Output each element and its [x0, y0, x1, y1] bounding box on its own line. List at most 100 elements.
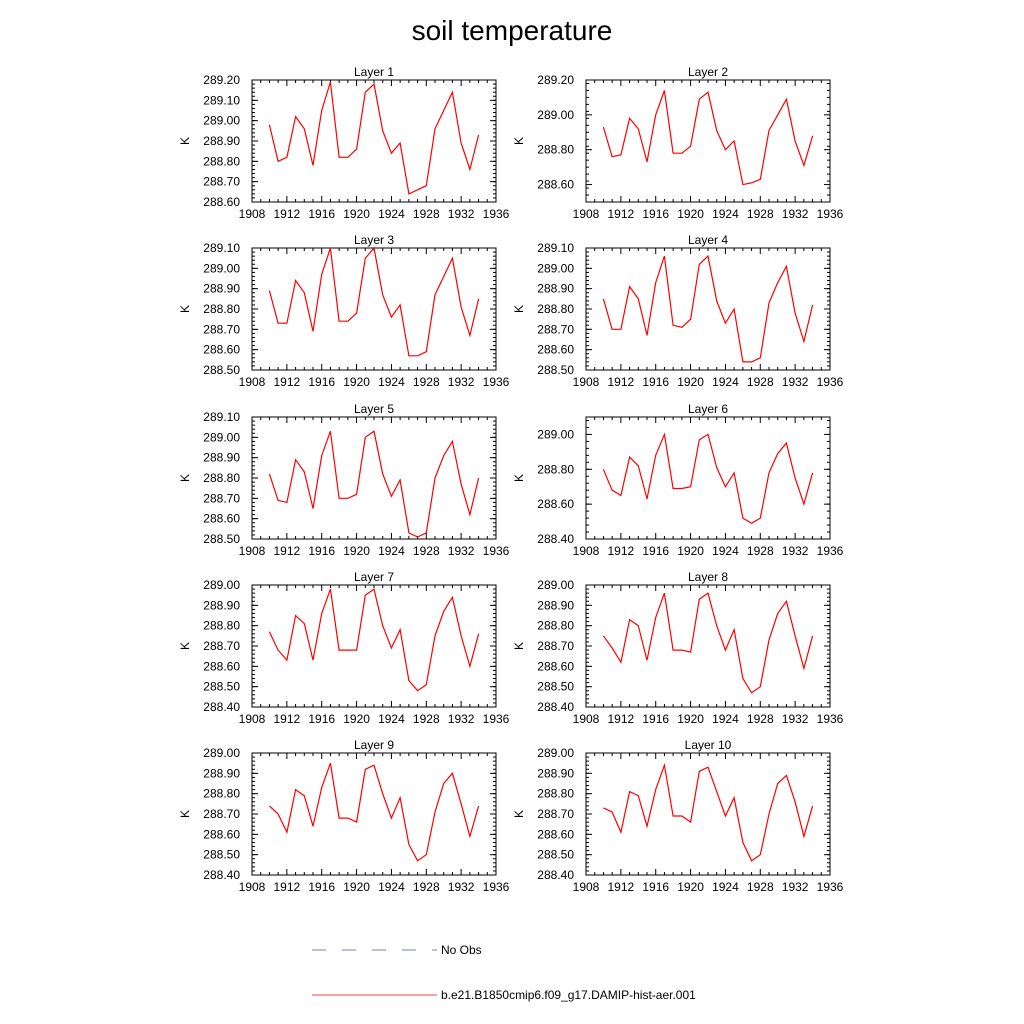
legend: No Obs b.e21.B1850cmip6.f09_g17.DAMIP-hi… [312, 943, 696, 1002]
x-tick-label: 1936 [817, 880, 844, 894]
y-tick-label: 289.00 [203, 261, 240, 275]
y-tick-label: 289.00 [537, 578, 574, 592]
y-tick-label: 288.60 [203, 512, 240, 526]
x-tick-label: 1920 [677, 544, 704, 558]
x-tick-label: 1908 [239, 207, 266, 221]
x-tick-label: 1928 [413, 544, 440, 558]
x-tick-label: 1916 [308, 544, 335, 558]
y-tick-label: 288.80 [537, 302, 574, 316]
y-tick-label: 288.70 [537, 639, 574, 653]
y-tick-label: 288.80 [203, 302, 240, 316]
panel-layer-7: Layer 7 K 1908 1912 1916 1920 1924 1928 1932 1936… [178, 570, 510, 726]
x-tick-label: 1916 [642, 544, 669, 558]
y-tick-label: 288.80 [537, 787, 574, 801]
y-tick-label: 288.70 [537, 807, 574, 821]
x-tick-label: 1912 [274, 207, 301, 221]
x-tick-label: 1936 [817, 712, 844, 726]
y-tick-label: 288.60 [203, 343, 240, 357]
panel-title: Layer 1 [354, 65, 394, 79]
x-tick-label: 1932 [782, 544, 809, 558]
x-tick-label: 1936 [483, 880, 510, 894]
y-tick-label: 288.90 [203, 282, 240, 296]
x-tick-label: 1916 [308, 375, 335, 389]
page-title: soil temperature [412, 15, 613, 46]
panel-title: Layer 7 [354, 570, 394, 584]
y-tick-label: 288.80 [537, 619, 574, 633]
y-tick-label: 288.60 [203, 195, 240, 209]
x-tick-label: 1916 [642, 880, 669, 894]
x-tick-label: 1928 [747, 207, 774, 221]
x-tick-label: 1916 [308, 880, 335, 894]
x-tick-label: 1920 [343, 375, 370, 389]
x-tick-label: 1936 [483, 712, 510, 726]
y-tick-label: 288.90 [203, 134, 240, 148]
x-tick-label: 1912 [274, 544, 301, 558]
x-tick-label: 1924 [378, 544, 405, 558]
y-tick-label: 288.60 [537, 343, 574, 357]
series-line-model [268, 430, 480, 538]
y-tick-label: 288.70 [203, 175, 240, 189]
x-tick-label: 1908 [239, 544, 266, 558]
y-tick-label: 288.40 [203, 700, 240, 714]
y-tick-label: 289.00 [203, 578, 240, 592]
x-tick-label: 1932 [782, 375, 809, 389]
x-tick-label: 1928 [413, 712, 440, 726]
panel-title: Layer 10 [685, 738, 732, 752]
x-tick-label: 1928 [747, 544, 774, 558]
y-tick-label: 288.50 [537, 363, 574, 377]
y-tick-label: 288.60 [537, 178, 574, 192]
y-tick-label: 288.60 [537, 827, 574, 841]
y-tick-label: 288.70 [203, 322, 240, 336]
y-tick-label: 288.90 [537, 282, 574, 296]
x-tick-label: 1932 [448, 880, 475, 894]
x-tick-label: 1924 [378, 207, 405, 221]
plot-frame [251, 79, 497, 203]
x-tick-label: 1908 [573, 375, 600, 389]
panel-title: Layer 4 [688, 233, 728, 247]
x-tick-label: 1932 [782, 880, 809, 894]
x-tick-label: 1920 [677, 207, 704, 221]
y-tick-label: 289.00 [537, 261, 574, 275]
x-tick-label: 1912 [274, 375, 301, 389]
x-tick-label: 1908 [239, 375, 266, 389]
y-tick-label: 289.10 [203, 241, 240, 255]
x-tick-label: 1920 [343, 207, 370, 221]
x-tick-label: 1932 [448, 544, 475, 558]
y-tick-label: 288.50 [537, 848, 574, 862]
y-axis-label: K [512, 810, 526, 818]
y-tick-label: 288.90 [203, 451, 240, 465]
y-tick-label: 289.00 [537, 746, 574, 760]
y-tick-label: 288.80 [203, 154, 240, 168]
x-tick-label: 1908 [573, 544, 600, 558]
y-tick-label: 288.80 [203, 787, 240, 801]
panel-layer-6: Layer 6 K 1908 1912 1916 1920 1924 1928 1932 1936… [512, 402, 844, 558]
panel-layer-9: Layer 9 K 1908 1912 1916 1920 1924 1928 1932 1936… [178, 738, 510, 894]
x-tick-label: 1908 [573, 880, 600, 894]
x-tick-label: 1920 [677, 712, 704, 726]
y-tick-label: 288.40 [537, 868, 574, 882]
x-tick-label: 1936 [817, 544, 844, 558]
x-tick-label: 1924 [712, 544, 739, 558]
x-tick-label: 1912 [274, 712, 301, 726]
x-tick-label: 1932 [448, 712, 475, 726]
y-tick-label: 289.20 [203, 73, 240, 87]
plot-frame [585, 584, 831, 708]
y-tick-label: 288.50 [203, 680, 240, 694]
x-tick-label: 1916 [642, 207, 669, 221]
y-tick-label: 288.60 [537, 659, 574, 673]
panel-title: Layer 5 [354, 402, 394, 416]
y-axis-label: K [178, 305, 192, 313]
panel-layer-1: Layer 1 K 1908 1912 1916 1920 1924 1928 1932 1936… [178, 65, 510, 221]
x-tick-label: 1928 [747, 712, 774, 726]
x-tick-label: 1908 [239, 712, 266, 726]
y-tick-label: 288.90 [537, 598, 574, 612]
series-line-model [603, 762, 814, 862]
x-tick-label: 1924 [712, 375, 739, 389]
y-tick-label: 288.50 [537, 680, 574, 694]
x-tick-label: 1928 [413, 375, 440, 389]
y-tick-label: 288.50 [203, 848, 240, 862]
panel-layer-2: Layer 2 K 1908 1912 1916 1920 1924 1928 1932 1936… [512, 65, 844, 221]
panel-layer-10: Layer 10 K 1908 1912 1916 1920 1924 1928 1932 193… [512, 738, 844, 894]
x-tick-label: 1924 [378, 375, 405, 389]
